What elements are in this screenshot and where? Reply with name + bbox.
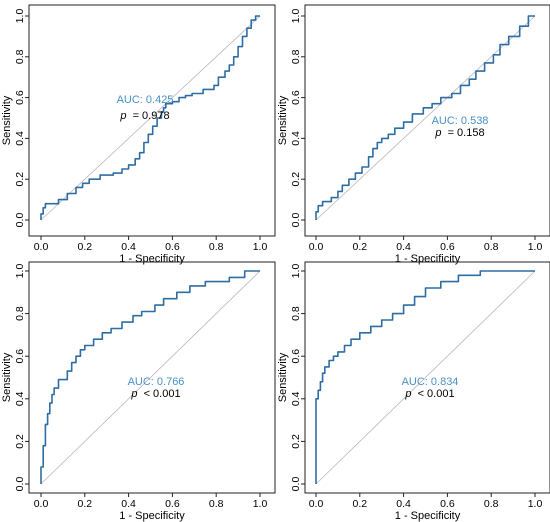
y-axis-label: Sensitivity: [1, 352, 13, 402]
panel-frame: [304, 4, 550, 237]
panel-frame: [304, 261, 550, 494]
x-axis-ticks: 0.0 0.2 0.4 0.6 0.8 1.0: [309, 236, 543, 253]
y-tick-label: 0.8: [14, 306, 26, 321]
x-tick-label: 0.8: [484, 241, 499, 253]
x-tick-label: 0.4: [121, 498, 136, 510]
x-tick-label: 0.0: [34, 241, 49, 253]
x-tick-label: 0.2: [352, 241, 367, 253]
y-tick-label: 1.0: [290, 9, 302, 24]
roc-curve: [315, 270, 535, 484]
x-tick-label: 0.6: [165, 498, 180, 510]
y-tick-label: 0.0: [14, 213, 26, 228]
x-tick-label: 1.0: [528, 498, 543, 510]
p-value: = 0.978: [133, 110, 170, 122]
y-axis-ticks: 0.0 0.2 0.4 0.6 0.8 1.0: [14, 264, 29, 492]
panel-frame: [28, 4, 276, 237]
x-tick-label: 0.8: [209, 241, 224, 253]
p-value-annotation: p = 0.978: [119, 110, 169, 122]
y-tick-label: 0.2: [14, 434, 26, 449]
p-value: < 0.001: [144, 388, 181, 400]
auc-annotation: AUC: 0.766: [128, 376, 185, 388]
p-value-annotation: p < 0.001: [130, 388, 180, 400]
y-axis-label: Sensitivity: [1, 95, 13, 145]
auc-annotation: AUC: 0.834: [402, 376, 459, 388]
x-tick-label: 0.8: [484, 498, 499, 510]
x-tick-label: 0.2: [352, 498, 367, 510]
roc-panel-4: 0.0 0.2 0.4 0.6 0.8 1.0 0.0 0.2 0.4 0.6 0.8 1.0 1 …: [277, 261, 550, 522]
reference-diagonal: [315, 270, 536, 485]
y-tick-label: 0.4: [290, 391, 302, 406]
x-axis-label: 1 - Specificity: [119, 510, 185, 522]
y-tick-label: 0.6: [14, 90, 26, 105]
roc-panel-3: 0.0 0.2 0.4 0.6 0.8 1.0 0.0 0.2 0.4 0.6 0.8 1.0 1 …: [1, 261, 276, 522]
x-tick-label: 1.0: [253, 241, 268, 253]
x-axis-ticks: 0.0 0.2 0.4 0.6 0.8 1.0: [309, 493, 543, 510]
x-tick-label: 0.4: [396, 241, 411, 253]
x-axis-label: 1 - Specificity: [119, 253, 185, 265]
x-axis-label: 1 - Specificity: [395, 253, 461, 265]
x-tick-label: 0.0: [309, 498, 324, 510]
p-value-annotation: p < 0.001: [404, 388, 454, 400]
y-tick-label: 0.0: [14, 477, 26, 492]
x-tick-label: 1.0: [253, 498, 268, 510]
y-tick-label: 0.2: [290, 434, 302, 449]
y-tick-label: 1.0: [290, 264, 302, 279]
y-tick-label: 0.6: [290, 90, 302, 105]
reference-diagonal: [315, 15, 536, 221]
x-tick-label: 0.4: [121, 241, 136, 253]
x-axis-ticks: 0.0 0.2 0.4 0.6 0.8 1.0: [34, 493, 268, 510]
x-tick-label: 0.4: [396, 498, 411, 510]
x-tick-label: 0.8: [209, 498, 224, 510]
auc-annotation: AUC: 0.425: [117, 94, 174, 106]
y-tick-label: 0.4: [14, 391, 26, 406]
y-tick-label: 0.6: [290, 349, 302, 364]
y-tick-label: 1.0: [14, 264, 26, 279]
reference-diagonal: [40, 15, 261, 221]
x-tick-label: 0.2: [77, 498, 92, 510]
y-axis-ticks: 0.0 0.2 0.4 0.6 0.8 1.0: [290, 9, 305, 228]
y-tick-label: 0.2: [14, 172, 26, 187]
y-tick-label: 0.6: [14, 349, 26, 364]
roc-curve: [40, 15, 260, 220]
y-tick-label: 0.8: [290, 306, 302, 321]
x-tick-label: 0.0: [34, 498, 49, 510]
x-tick-label: 0.0: [309, 241, 324, 253]
y-tick-label: 0.8: [290, 49, 302, 64]
y-tick-label: 1.0: [14, 9, 26, 24]
p-symbol: p: [404, 388, 411, 400]
roc-curve: [40, 270, 260, 484]
y-axis-ticks: 0.0 0.2 0.4 0.6 0.8 1.0: [14, 9, 29, 228]
p-symbol: p: [434, 127, 441, 139]
p-symbol: p: [130, 388, 137, 400]
x-axis-label: 1 - Specificity: [395, 510, 461, 522]
y-tick-label: 0.4: [14, 131, 26, 146]
roc-panel-1: 0.0 0.2 0.4 0.6 0.8 1.0 0.0 0.2 0.4 0.6 0.8 1.0 1 …: [1, 4, 276, 265]
y-tick-label: 0.0: [290, 213, 302, 228]
roc-curve: [315, 15, 535, 220]
y-axis-label: Sensitivity: [277, 95, 289, 145]
y-tick-label: 0.0: [290, 477, 302, 492]
reference-diagonal: [40, 270, 261, 485]
p-value: = 0.158: [448, 127, 485, 139]
y-tick-label: 0.8: [14, 49, 26, 64]
y-axis-ticks: 0.0 0.2 0.4 0.6 0.8 1.0: [290, 264, 305, 492]
x-tick-label: 0.6: [165, 241, 180, 253]
p-symbol: p: [119, 110, 126, 122]
panel-frame: [28, 261, 276, 494]
x-tick-label: 0.2: [77, 241, 92, 253]
y-tick-label: 0.4: [290, 131, 302, 146]
x-axis-ticks: 0.0 0.2 0.4 0.6 0.8 1.0: [34, 236, 268, 253]
p-value-annotation: p = 0.158: [434, 127, 484, 139]
x-tick-label: 1.0: [528, 241, 543, 253]
p-value: < 0.001: [418, 388, 455, 400]
x-tick-label: 0.6: [440, 241, 455, 253]
auc-annotation: AUC: 0.538: [432, 115, 489, 127]
y-tick-label: 0.2: [290, 172, 302, 187]
y-axis-label: Sensitivity: [277, 352, 289, 402]
x-tick-label: 0.6: [440, 498, 455, 510]
